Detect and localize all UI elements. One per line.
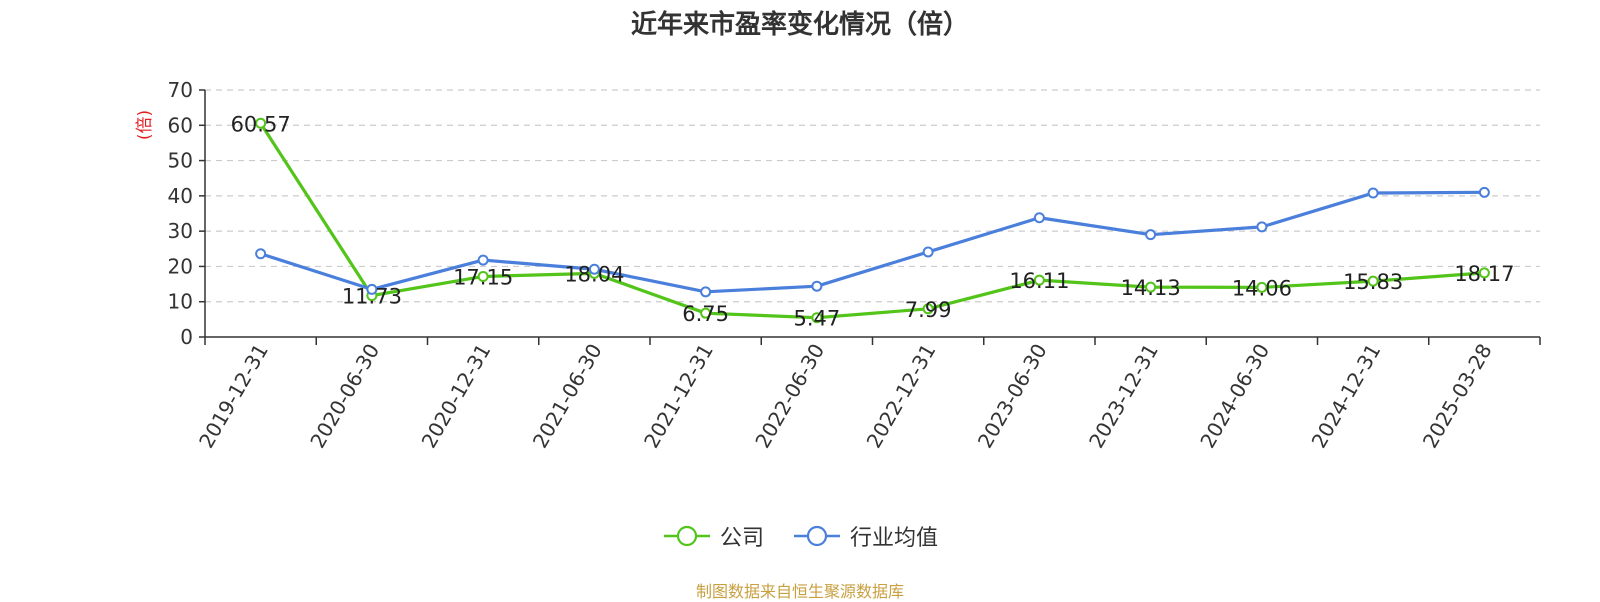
x-tick-label: 2022-06-30 xyxy=(750,340,829,453)
y-tick-label: 50 xyxy=(168,149,193,173)
data-point xyxy=(1256,221,1268,233)
data-label: 6.75 xyxy=(682,302,729,326)
data-point xyxy=(477,270,489,282)
data-label: 17.15 xyxy=(453,265,513,289)
data-point xyxy=(922,246,934,258)
data-label: 5.47 xyxy=(793,307,840,331)
data-point xyxy=(1367,187,1379,199)
data-point xyxy=(1145,229,1157,241)
source-note: 制图数据来自恒生聚源数据库 xyxy=(695,582,904,601)
y-tick-label: 70 xyxy=(168,78,193,102)
data-label: 14.13 xyxy=(1121,276,1181,300)
legend-marker-icon xyxy=(663,525,710,547)
data-label: 15.83 xyxy=(1343,270,1403,294)
x-tick-label: 2023-06-30 xyxy=(973,340,1052,453)
data-point xyxy=(811,312,823,324)
x-tick-label: 2024-06-30 xyxy=(1195,340,1274,453)
label-layer: 60.57 11.73 17.15 18.04 6.75 5.47 7.99 16.11 14.… xyxy=(231,112,1515,330)
data-point xyxy=(1478,186,1490,198)
series-line-1 xyxy=(259,122,1485,320)
legend: 公司 行业均值 xyxy=(0,520,1600,552)
data-point xyxy=(1033,212,1045,224)
data-label: 11.73 xyxy=(342,285,402,309)
data-point xyxy=(700,307,712,319)
x-tick-label: 2022-12-31 xyxy=(862,340,941,453)
data-label: 18.04 xyxy=(564,262,624,286)
data-point xyxy=(255,117,267,129)
data-point xyxy=(588,263,600,275)
data-point xyxy=(922,303,934,315)
y-tick-label: 30 xyxy=(168,219,193,243)
series-line-2 xyxy=(260,190,1485,294)
data-label: 7.99 xyxy=(905,298,952,322)
data-label: 18.17 xyxy=(1454,262,1514,286)
legend-label: 行业均值 xyxy=(850,526,939,551)
grid-layer xyxy=(205,89,1540,303)
data-point xyxy=(366,283,378,295)
y-tick-label: 20 xyxy=(168,254,193,278)
y-tick-label: 0 xyxy=(180,325,193,349)
x-tick-label: 2020-12-31 xyxy=(417,340,496,453)
x-tick-label: 2020-06-30 xyxy=(305,340,384,453)
y-tick-label: 10 xyxy=(168,290,193,314)
y-tick-label: 60 xyxy=(168,113,193,137)
y-tick-label: 40 xyxy=(168,184,193,208)
x-tick-label: 2024-12-31 xyxy=(1307,340,1386,453)
data-label: 16.11 xyxy=(1009,269,1069,293)
data-point xyxy=(255,248,267,260)
legend-label: 公司 xyxy=(719,526,764,551)
series-layer xyxy=(255,117,1490,324)
data-point xyxy=(1145,281,1157,293)
x-tick-label: 2021-06-30 xyxy=(528,340,607,453)
data-point xyxy=(700,286,712,298)
data-label: 14.06 xyxy=(1232,276,1292,300)
x-tick-label: 2023-12-31 xyxy=(1084,340,1163,453)
x-tick-label: 2019-12-31 xyxy=(194,340,273,453)
x-tick-label: 2021-12-31 xyxy=(639,340,718,453)
data-point xyxy=(1033,274,1045,286)
chart-title: 近年来市盈率变化情况（倍） xyxy=(630,10,969,40)
data-point xyxy=(1367,275,1379,287)
data-point xyxy=(1256,281,1268,293)
legend-marker-icon xyxy=(794,525,840,547)
data-point xyxy=(811,280,823,292)
x-tick-label: 2025-03-28 xyxy=(1418,340,1497,453)
axis-layer: 0 10 20 30 40 50 60 70 (倍) 2019-12-31 2020-06-30 20… xyxy=(135,78,1541,453)
data-label: 60.57 xyxy=(231,112,291,136)
data-point xyxy=(1478,267,1490,279)
legend-item[interactable]: 公司 xyxy=(662,520,764,552)
data-point xyxy=(477,254,489,266)
legend-item[interactable]: 行业均值 xyxy=(792,520,938,552)
y-axis-label: (倍) xyxy=(135,110,155,140)
